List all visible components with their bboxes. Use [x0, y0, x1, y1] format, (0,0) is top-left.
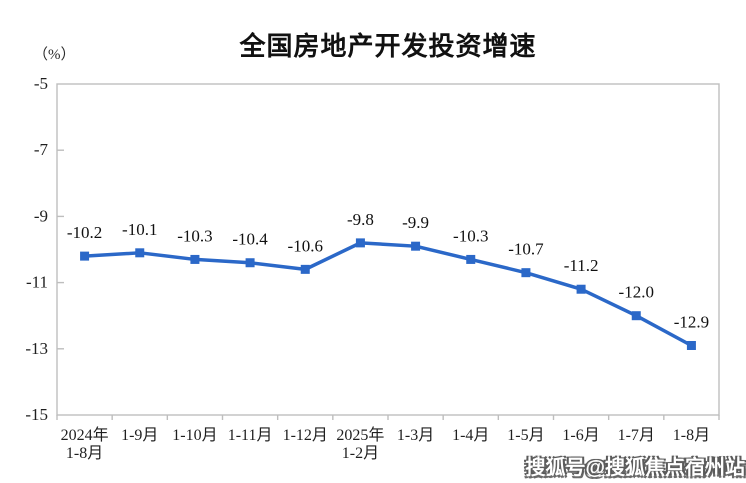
data-point-marker	[466, 254, 476, 264]
data-point-marker	[80, 251, 90, 261]
series-line	[82, 241, 694, 348]
chart-title: 全国房地产开发投资增速	[239, 31, 537, 61]
y-axis-tick-label: -9	[34, 206, 48, 225]
x-axis-tick-label: 1-11月	[228, 427, 273, 444]
x-axis-tick-label: 2025年	[336, 426, 384, 444]
data-point-marker	[521, 268, 531, 278]
y-axis-unit-label: （%）	[33, 47, 76, 63]
data-point-label: -9.8	[347, 210, 374, 229]
data-point-label: -10.6	[288, 236, 323, 255]
x-axis-tick-label: 1-5月	[507, 427, 544, 444]
data-point-marker	[355, 238, 365, 248]
data-point-label: -9.9	[402, 213, 429, 232]
x-axis-tick-label: 1-8月	[673, 427, 710, 444]
x-axis-tick-label: 1-2月	[342, 445, 379, 462]
data-point-marker	[686, 340, 696, 350]
x-axis-tick-label: 1-7月	[618, 427, 655, 444]
x-axis-tick-label: 1-10月	[172, 427, 217, 444]
plot-border	[56, 83, 720, 416]
x-axis-tick-label: 2024年	[61, 426, 109, 444]
x-axis-tick-label: 1-3月	[397, 427, 434, 444]
y-axis-tick-label: -5	[34, 74, 48, 93]
data-point-marker	[631, 311, 641, 321]
data-point-label: -10.4	[232, 230, 268, 249]
x-axis-tick-label: 1-8月	[66, 445, 103, 462]
y-axis-tick-label: -7	[34, 140, 49, 159]
y-axis-tick-label: -11	[26, 273, 48, 292]
y-axis-tick-label: -13	[25, 339, 48, 358]
y-axis-tick-label: -15	[25, 405, 48, 424]
data-point-marker	[576, 284, 586, 294]
data-point-label: -12.9	[674, 312, 709, 331]
data-point-marker	[245, 258, 255, 268]
data-point-label: -10.3	[453, 226, 488, 245]
data-point-label: -10.7	[508, 240, 544, 259]
data-point-marker	[190, 254, 200, 264]
x-axis-tick-label: 1-9月	[121, 427, 158, 444]
data-point-label: -11.2	[564, 256, 599, 275]
x-axis-tick-label: 1-6月	[562, 427, 599, 444]
watermark: 搜狐号@搜狐焦点宿州站	[525, 457, 745, 479]
data-point-label: -12.0	[619, 283, 654, 302]
x-axis-tick-label: 1-4月	[452, 427, 489, 444]
data-point-label: -10.3	[177, 226, 212, 245]
x-axis-tick-label: 1-12月	[283, 427, 328, 444]
data-point-label: -10.1	[122, 220, 157, 239]
data-point-marker	[411, 241, 421, 251]
data-point-marker	[300, 264, 310, 274]
data-point-label: -10.2	[67, 223, 102, 242]
data-point-marker	[135, 248, 145, 258]
